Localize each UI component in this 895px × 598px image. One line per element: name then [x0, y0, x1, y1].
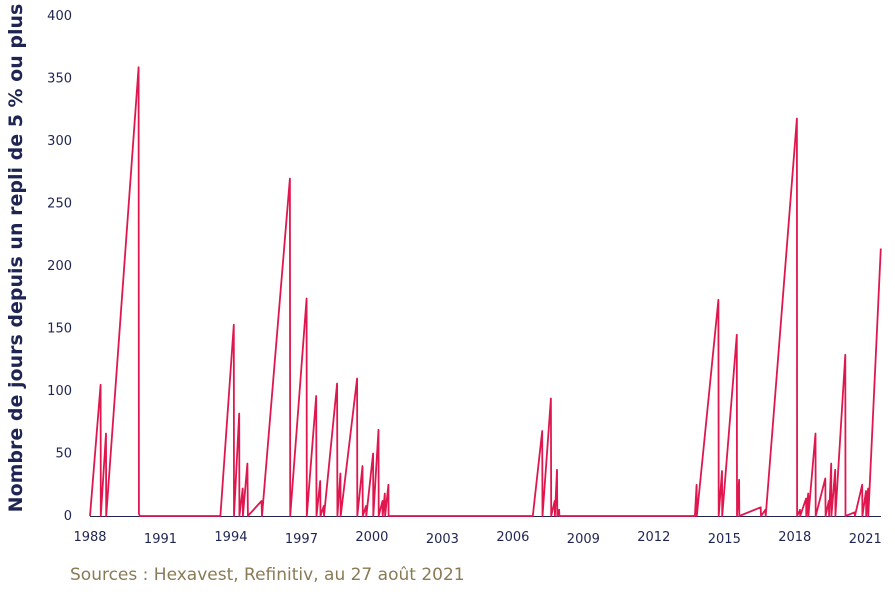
x-tick-label: 1997	[285, 532, 318, 547]
y-axis-ticks: 0 50 100 150 200 250 300 350 400	[47, 9, 72, 524]
y-tick-label: 200	[47, 259, 72, 274]
x-tick-label: 2018	[778, 530, 811, 545]
y-tick-label: 400	[47, 9, 72, 24]
x-tick-label: 2021	[849, 532, 882, 547]
x-tick-label: 2003	[426, 532, 459, 547]
x-tick-label: 1988	[73, 530, 106, 545]
x-tick-label: 2006	[496, 530, 529, 545]
y-axis-title: Nombre de jours depuis un repli de 5 % o…	[5, 4, 27, 513]
y-tick-label: 300	[47, 134, 72, 149]
x-tick-label: 2000	[355, 530, 388, 545]
y-tick-label: 0	[64, 509, 72, 524]
y-tick-label: 250	[47, 197, 72, 212]
y-tick-label: 50	[55, 447, 72, 462]
y-tick-label: 350	[47, 72, 72, 87]
x-tick-label: 1994	[214, 530, 247, 545]
x-tick-label: 2012	[637, 530, 670, 545]
series-line	[89, 66, 882, 517]
x-axis-ticks: 1988 1991 1994 1997 2000 2003 2006 2009 2012 2015…	[73, 530, 881, 547]
y-tick-label: 150	[47, 322, 72, 337]
source-note: Sources : Hexavest, Refinitiv, au 27 aoû…	[70, 565, 465, 585]
x-tick-label: 2009	[567, 532, 600, 547]
x-tick-label: 2015	[708, 532, 741, 547]
y-tick-label: 100	[47, 384, 72, 399]
x-tick-label: 1991	[144, 532, 177, 547]
